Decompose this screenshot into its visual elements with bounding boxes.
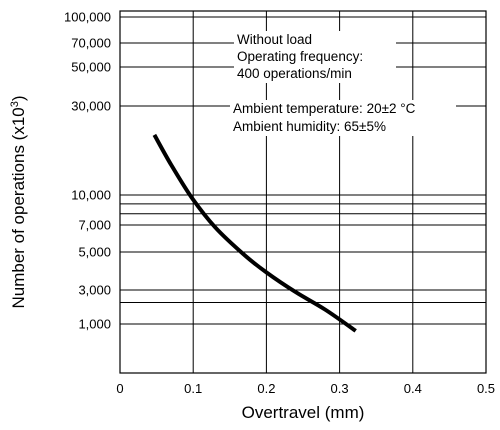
x-tick-label: 0.4 (404, 381, 422, 396)
annotation-ambient-temperature: Ambient temperature: 20±2 °C (233, 101, 416, 116)
series-line (152, 133, 357, 333)
x-tick-labels: 0 0.1 0.2 0.3 0.4 0.5 (116, 381, 495, 396)
x-tick-label: 0.2 (257, 381, 275, 396)
annotation-without-load: Without load (237, 32, 312, 47)
x-tick-label: 0.5 (477, 381, 495, 396)
y-tick-label: 70,000 (71, 36, 111, 51)
annotation-layer: Without load Operating frequency: 400 op… (230, 31, 456, 136)
y-tick-labels: 100,000 70,000 50,000 30,000 10,000 7,000 5,00… (64, 10, 111, 332)
annotation-operations-per-min: 400 operations/min (237, 66, 352, 81)
annotation-background-1 (234, 31, 396, 83)
x-tick-label: 0.1 (184, 381, 202, 396)
data-curve-layer (152, 133, 357, 333)
y-axis-label-superscript: 3 (9, 101, 21, 107)
y-tick-label: 100,000 (64, 10, 111, 25)
x-axis-label: Overtravel (mm) (242, 403, 365, 422)
x-tick-label: 0.3 (331, 381, 349, 396)
y-tick-label: 3,000 (78, 283, 111, 298)
y-axis-label-main: Number of operations (x10 (9, 107, 28, 308)
y-axis-label: Number of operations (x103) (9, 95, 28, 308)
y-tick-label: 7,000 (78, 218, 111, 233)
annotation-operating-frequency: Operating frequency: (237, 49, 363, 64)
annotation-ambient-humidity: Ambient humidity: 65±5% (233, 119, 386, 134)
y-tick-label: 1,000 (78, 317, 111, 332)
y-axis-label-close: ) (9, 95, 28, 101)
y-tick-label: 10,000 (71, 188, 111, 203)
x-tick-label: 0 (116, 381, 123, 396)
y-tick-label: 30,000 (71, 99, 111, 114)
y-tick-label: 5,000 (78, 245, 111, 260)
plot-frame (119, 10, 487, 374)
y-tick-label: 50,000 (71, 60, 111, 75)
annotation-background-2 (230, 100, 456, 136)
